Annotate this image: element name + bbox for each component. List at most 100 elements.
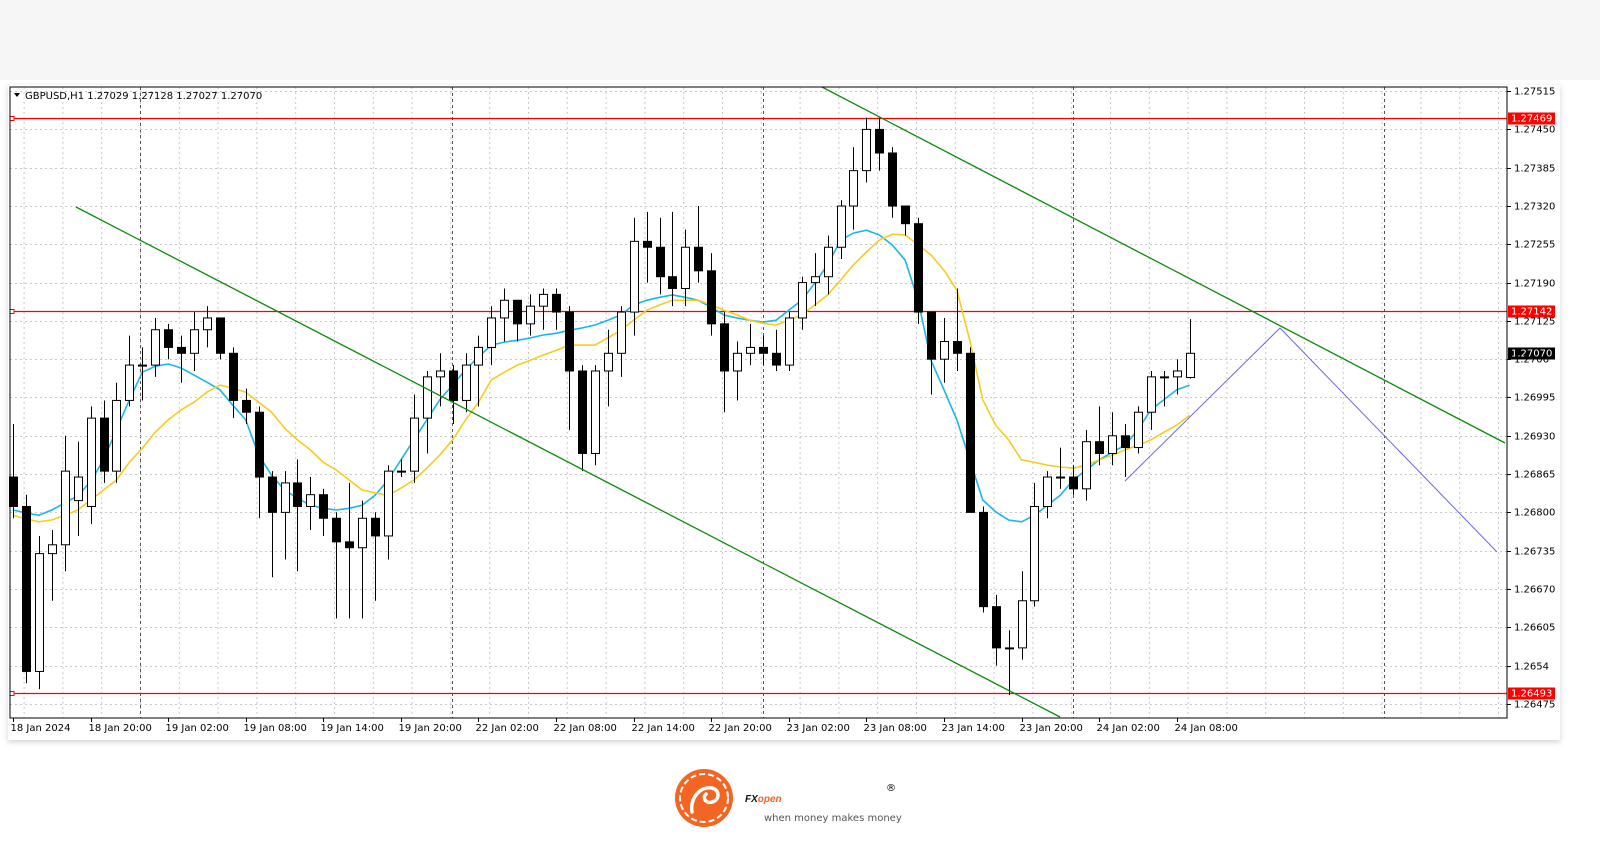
y-tick-label: 1.26670 xyxy=(1514,585,1555,596)
candle-body xyxy=(1043,476,1052,507)
candle-body xyxy=(164,329,173,348)
candle-body xyxy=(992,606,1001,649)
candle-body xyxy=(927,311,936,360)
candle-body xyxy=(901,205,910,225)
menu-arrow xyxy=(14,93,20,97)
y-tick-label: 1.27255 xyxy=(1514,240,1555,251)
current-price-box xyxy=(1508,347,1555,360)
candle-body xyxy=(513,299,522,325)
y-tick-label: 1.26475 xyxy=(1514,700,1555,711)
candle-body xyxy=(643,240,652,248)
candle-body xyxy=(656,246,665,278)
candle-body xyxy=(35,553,44,672)
candle-body xyxy=(604,352,613,372)
candle-body xyxy=(578,370,587,454)
level-anchor xyxy=(9,116,15,121)
candle-body xyxy=(487,317,496,348)
candle-body xyxy=(966,352,975,513)
candle-body xyxy=(397,470,406,473)
candle-body xyxy=(423,376,432,419)
candle-body xyxy=(500,299,509,319)
candle-body xyxy=(1134,411,1143,449)
candle-body xyxy=(862,128,871,172)
candle-body xyxy=(668,276,677,289)
candle-body xyxy=(1095,441,1104,454)
candle-body xyxy=(1147,376,1156,413)
candle-body xyxy=(1069,476,1078,490)
candle-body xyxy=(720,323,729,372)
candles xyxy=(9,117,1195,696)
candle-body xyxy=(358,517,367,549)
candle-body xyxy=(190,329,199,354)
x-tick-label: 23 Jan 14:00 xyxy=(942,723,1005,734)
current-price-label: 1.27070 xyxy=(1511,349,1552,360)
candle-body xyxy=(798,282,807,319)
level-label-box xyxy=(1508,305,1555,318)
candle-body xyxy=(733,352,742,372)
candle-body xyxy=(112,399,121,472)
candle-body xyxy=(1108,435,1117,454)
candle-body xyxy=(707,270,716,325)
candle-body xyxy=(74,476,83,502)
trend-line xyxy=(75,206,1061,718)
candle-body xyxy=(384,470,393,537)
level-anchor xyxy=(9,691,15,696)
candle-body xyxy=(436,370,445,378)
axes: 1.27515 1.27450 1.27385 1.27320 1.27255 1.271… xyxy=(11,87,1556,735)
level-label-box xyxy=(1508,687,1555,700)
y-tick-label: 1.27385 xyxy=(1514,164,1555,175)
candle-body xyxy=(87,417,96,507)
x-tick-label: 24 Jan 02:00 xyxy=(1097,723,1160,734)
x-tick-label: 18 Jan 2024 xyxy=(11,723,71,734)
x-tick-label: 22 Jan 08:00 xyxy=(554,723,617,734)
candle-body xyxy=(552,293,561,313)
brand-fx: FX xyxy=(745,794,759,805)
candle-body xyxy=(888,152,897,207)
chart-title: GBPUSD,H1 1.27029 1.27128 1.27027 1.2707… xyxy=(25,91,262,102)
candle-body xyxy=(1082,441,1091,490)
candle-body xyxy=(371,517,380,537)
x-tick-label: 19 Jan 08:00 xyxy=(244,723,307,734)
x-tick-label: 22 Jan 20:00 xyxy=(709,723,772,734)
top-band xyxy=(0,0,1600,80)
candle-body xyxy=(203,317,212,331)
candle-body xyxy=(345,541,354,549)
y-tick-label: 1.27515 xyxy=(1514,87,1555,98)
y-tick-label: 1.27125 xyxy=(1514,317,1555,328)
candle-body xyxy=(449,370,458,401)
candle-body xyxy=(526,305,535,325)
candle-body xyxy=(681,246,690,289)
y-tick-label: 1.2654 xyxy=(1514,662,1549,673)
x-tick-label: 23 Jan 02:00 xyxy=(787,723,850,734)
candle-body xyxy=(1056,476,1065,479)
y-tick-label: 1.2706 xyxy=(1514,355,1549,366)
level-anchor xyxy=(9,309,15,314)
x-tick-label: 19 Jan 02:00 xyxy=(166,723,229,734)
candle-body xyxy=(837,205,846,248)
candle-body xyxy=(9,476,18,507)
candle-body xyxy=(1030,505,1039,602)
x-tick-label: 18 Jan 20:00 xyxy=(89,723,152,734)
brand-tagline: when money makes money xyxy=(764,813,902,824)
level-label-box xyxy=(1508,112,1555,125)
brand-open: open xyxy=(758,794,782,805)
candle-body xyxy=(268,476,277,513)
brand-logo: FXopen ® when money makes money xyxy=(675,769,902,827)
candle-body xyxy=(229,352,238,401)
vertical-grid xyxy=(10,87,1507,718)
y-tick-label: 1.26735 xyxy=(1514,547,1555,558)
candle-body xyxy=(824,246,833,278)
level-label: 1.26493 xyxy=(1511,689,1552,700)
candle-body xyxy=(875,128,884,154)
plot-frame xyxy=(9,86,1508,719)
candle-body xyxy=(539,293,548,307)
brand-registered: ® xyxy=(886,783,896,794)
levels: 1.27469 1.27142 1.26493 1.27070 xyxy=(9,112,1555,700)
candle-body xyxy=(151,329,160,366)
logo-swirl xyxy=(690,786,720,814)
x-tick-label: 23 Jan 08:00 xyxy=(864,723,927,734)
candle-body xyxy=(940,341,949,360)
y-tick-label: 1.27450 xyxy=(1514,125,1555,136)
candle-body xyxy=(1186,352,1195,378)
y-tick-label: 1.27190 xyxy=(1514,279,1555,290)
